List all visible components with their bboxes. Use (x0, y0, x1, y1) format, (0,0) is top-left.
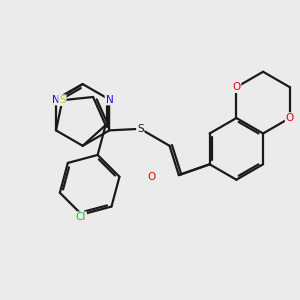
Text: N: N (106, 94, 113, 104)
Text: O: O (286, 113, 294, 123)
Text: N: N (52, 94, 60, 104)
Text: O: O (147, 172, 155, 182)
Text: S: S (137, 124, 144, 134)
Text: S: S (59, 95, 66, 105)
Text: O: O (232, 82, 241, 92)
Text: Cl: Cl (76, 212, 86, 222)
